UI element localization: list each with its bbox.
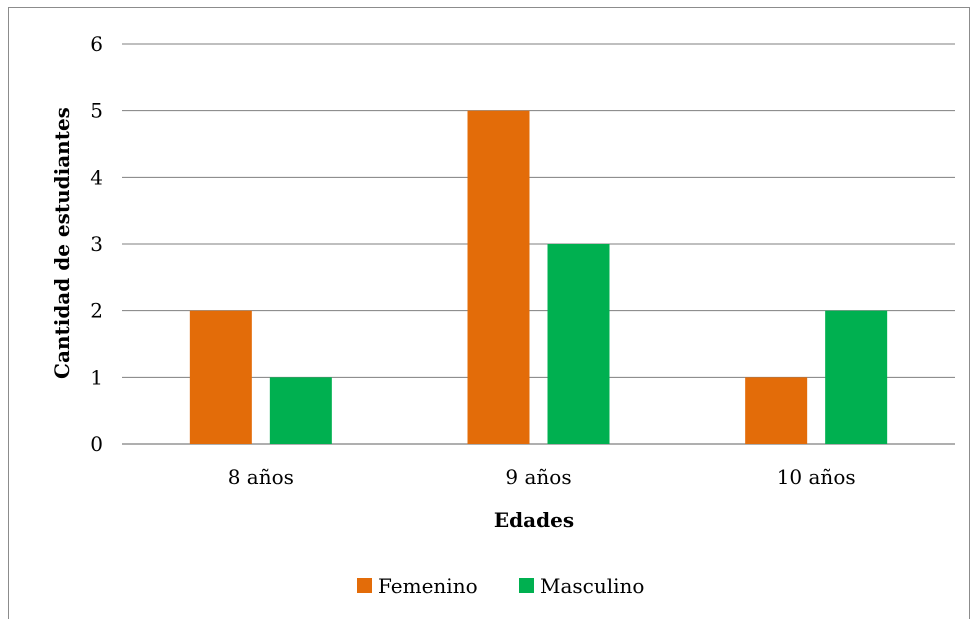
x-tick-label: 9 años: [505, 465, 571, 489]
y-tick-label: 6: [90, 32, 103, 56]
y-tick-label: 2: [90, 299, 103, 323]
legend-swatch-femenino: [357, 578, 372, 593]
chart-frame: [8, 7, 970, 619]
y-tick-label: 1: [90, 365, 103, 389]
x-tick-label: 8 años: [228, 465, 294, 489]
y-tick-label: 3: [90, 232, 103, 256]
x-axis-ticks: 8 años 9 años 10 años: [228, 465, 856, 489]
bar-femenino-1: [467, 110, 530, 445]
bar-masculino-0: [269, 377, 332, 444]
x-axis-title: Edades: [494, 508, 574, 532]
x-tick-label: 10 años: [777, 465, 856, 489]
legend: Femenino Masculino: [357, 574, 644, 598]
bar-masculino-1: [547, 244, 610, 444]
y-axis-ticks: 0 1 2 3 4 5 6: [90, 32, 103, 456]
legend-label-masculino: Masculino: [540, 574, 644, 598]
gridlines: [122, 43, 955, 445]
bar-masculino-2: [825, 310, 888, 444]
legend-swatch-masculino: [519, 578, 534, 593]
bar-femenino-0: [189, 310, 252, 444]
y-tick-label: 4: [90, 165, 103, 189]
bars: [189, 110, 888, 445]
y-axis-title: Cantidad de estudiantes: [50, 107, 74, 379]
legend-label-femenino: Femenino: [378, 574, 478, 598]
y-tick-label: 0: [90, 432, 103, 456]
y-tick-label: 5: [90, 99, 103, 123]
bar-femenino-2: [745, 377, 808, 444]
